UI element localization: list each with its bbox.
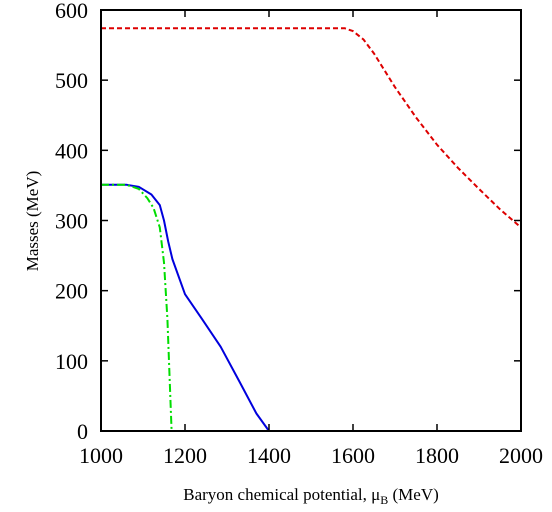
x-axis-label-main: Baryon chemical potential, μ: [183, 485, 380, 504]
y-tick-label: 300: [55, 209, 88, 234]
x-tick-label: 1200: [163, 443, 207, 468]
x-tick-label: 2000: [499, 443, 543, 468]
x-tick-label: 1600: [331, 443, 375, 468]
x-axis-label-subscript: B: [380, 493, 388, 507]
y-tick-label: 100: [55, 349, 88, 374]
x-tick-label: 1800: [415, 443, 459, 468]
series-line-2: [101, 185, 521, 431]
plot-lines: [101, 28, 521, 431]
y-tick-label: 500: [55, 68, 88, 93]
y-axis-label: Masses (MeV): [23, 171, 42, 272]
y-tick-label: 0: [77, 419, 88, 444]
y-tick-label: 600: [55, 0, 88, 23]
y-tick-label: 400: [55, 138, 88, 163]
x-axis-label-unit: (MeV): [388, 485, 439, 504]
x-tick-label: 1000: [79, 443, 123, 468]
x-tick-labels: 1000 1200 1400 1600 1800 2000: [79, 443, 543, 468]
x-axis-label: Baryon chemical potential, μB (MeV): [183, 485, 439, 507]
y-tick-labels: 0 100 200 300 400 500 600: [55, 0, 88, 444]
series-line-1: [101, 28, 521, 227]
x-tick-label: 1400: [247, 443, 291, 468]
y-tick-label: 200: [55, 279, 88, 304]
